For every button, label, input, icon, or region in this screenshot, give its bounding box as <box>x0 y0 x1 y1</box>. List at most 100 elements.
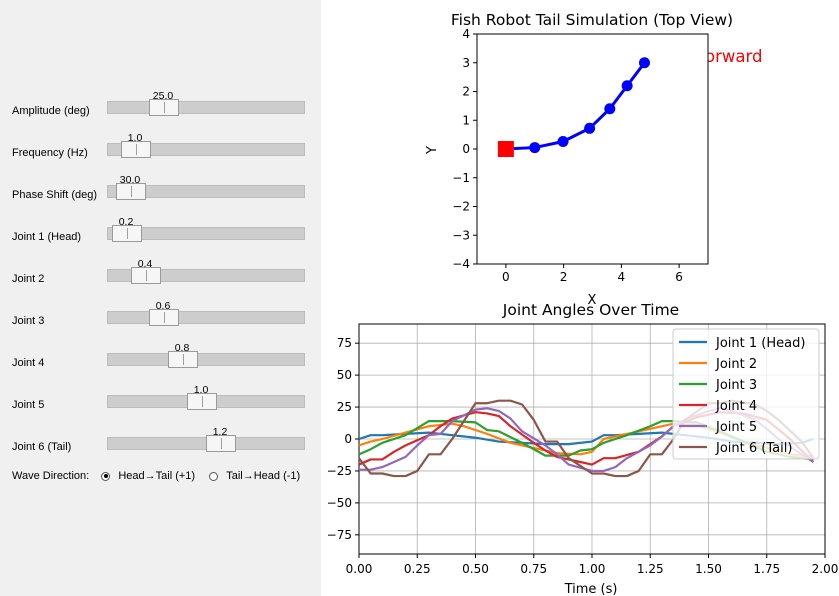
slider-value: 30.0 <box>119 174 141 186</box>
slider-label: Joint 4 <box>12 357 45 369</box>
x-tick-label: 1.50 <box>695 562 722 576</box>
slider-row-phase-shift: Phase Shift (deg) 30.0 <box>0 174 321 213</box>
y-tick-label: −25 <box>327 464 352 478</box>
y-tick-label: 25 <box>337 400 352 414</box>
joint-angles-chart: Joint Angles Over Time Time (s) 0.00 0.25… <box>327 301 839 596</box>
slider-trough[interactable] <box>107 267 305 284</box>
legend-box <box>672 328 820 460</box>
tail-joint-marker <box>557 136 569 148</box>
x-tick-label: 0.00 <box>346 562 373 576</box>
slider-label: Joint 5 <box>12 399 45 411</box>
y-tick-label: −4 <box>452 257 470 271</box>
tail-view-chart: Fish Robot Tail Simulation (Top View) X … <box>425 11 762 308</box>
x-tick-label: 0 <box>502 270 510 284</box>
x-tick-label: 0.50 <box>462 562 489 576</box>
slider-handle[interactable] <box>149 309 179 326</box>
y-tick-label: −3 <box>452 228 470 242</box>
slider-handle[interactable] <box>149 99 179 116</box>
slider-label: Joint 6 (Tail) <box>12 441 72 453</box>
slider-handle[interactable] <box>168 351 198 368</box>
legend-label: Joint 4 <box>715 399 757 414</box>
x-tick-label: 0.25 <box>404 562 431 576</box>
x-tick-label: 1.00 <box>579 562 606 576</box>
y-tick-label: 75 <box>337 336 352 350</box>
slider-value: 25.0 <box>152 90 174 102</box>
y-tick-label: −50 <box>327 496 352 510</box>
slider-handle[interactable] <box>131 267 161 284</box>
slider-label: Joint 1 (Head) <box>12 231 82 243</box>
control-panel: Amplitude (deg) 25.0 Frequency (Hz) 1.0 … <box>0 0 321 596</box>
slider-trough[interactable] <box>107 309 305 326</box>
tail-joint-marker <box>584 122 596 134</box>
slider-value: 0.8 <box>174 342 190 354</box>
slider-label: Joint 2 <box>12 273 45 285</box>
angles-x-axis-label: Time (s) <box>564 582 618 596</box>
plots-area: Fish Robot Tail Simulation (Top View) X … <box>327 11 839 596</box>
y-tick-label: 1 <box>462 113 470 127</box>
slider-row-joint-2: Joint 2 0.4 <box>0 258 321 297</box>
radio-tail-to-head-label[interactable]: Tail→Head (-1) <box>226 470 301 483</box>
slider-value: 1.0 <box>127 132 143 144</box>
slider-label: Frequency (Hz) <box>12 147 88 159</box>
wave-direction-group: Wave Direction: Head→Tail (+1) Tail→Head… <box>12 470 300 482</box>
tail-joint-marker <box>604 103 616 115</box>
legend-label: Joint 5 <box>715 420 757 435</box>
slider-handle[interactable] <box>121 141 151 158</box>
y-tick-label: 0 <box>344 432 352 446</box>
x-tick-label: 1.75 <box>753 562 780 576</box>
slider-trough[interactable] <box>107 183 305 200</box>
legend-label: Joint 3 <box>715 378 757 393</box>
wave-direction-label: Wave Direction: <box>12 470 90 483</box>
tail-x-axis-label: X <box>588 293 597 308</box>
tail-y-axis-label: Y <box>425 146 440 155</box>
legend-label: Joint 6 (Tail) <box>715 441 792 456</box>
slider-handle[interactable] <box>112 225 142 242</box>
slider-row-frequency: Frequency (Hz) 1.0 <box>0 132 321 171</box>
x-tick-label: 4 <box>618 270 626 284</box>
x-tick-label: 6 <box>675 270 683 284</box>
slider-trough[interactable] <box>107 141 305 158</box>
y-tick-label: −2 <box>452 200 470 214</box>
legend-label: Joint 1 (Head) <box>715 336 805 351</box>
slider-label: Joint 3 <box>12 315 45 327</box>
x-tick-label: 0.75 <box>520 562 547 576</box>
x-tick-label: 2.00 <box>812 562 839 576</box>
radio-tail-to-head[interactable] <box>209 471 219 481</box>
slider-row-amplitude: Amplitude (deg) 25.0 <box>0 90 321 129</box>
tail-joint-marker <box>638 57 650 69</box>
slider-trough[interactable] <box>107 351 305 368</box>
tail-chart-title: Fish Robot Tail Simulation (Top View) <box>451 11 733 29</box>
slider-trough[interactable] <box>107 99 305 116</box>
slider-row-joint-4: Joint 4 0.8 <box>0 342 321 381</box>
slider-label: Amplitude (deg) <box>12 105 90 117</box>
x-tick-label: 1.25 <box>637 562 664 576</box>
y-tick-label: 50 <box>337 368 352 382</box>
y-tick-label: 2 <box>462 85 470 99</box>
angles-chart-title: Joint Angles Over Time <box>502 301 679 319</box>
radio-head-to-tail-label[interactable]: Head→Tail (+1) <box>118 470 196 483</box>
slider-handle[interactable] <box>187 393 217 410</box>
slider-value: 0.2 <box>118 216 134 228</box>
legend-label: Joint 2 <box>715 357 757 372</box>
head-marker <box>497 141 514 157</box>
slider-trough[interactable] <box>107 393 305 410</box>
y-tick-label: 0 <box>462 142 470 156</box>
slider-handle[interactable] <box>116 183 146 200</box>
x-tick-label: 2 <box>560 270 568 284</box>
slider-trough[interactable] <box>107 435 305 452</box>
radio-head-to-tail[interactable] <box>101 471 111 481</box>
slider-row-joint-3: Joint 3 0.6 <box>0 300 321 339</box>
slider-row-joint-5: Joint 5 1.0 <box>0 384 321 423</box>
y-tick-label: −75 <box>327 528 352 542</box>
y-tick-label: −1 <box>452 171 470 185</box>
slider-row-joint-1: Joint 1 (Head) 0.2 <box>0 216 321 255</box>
slider-handle[interactable] <box>206 435 236 452</box>
y-tick-label: 3 <box>462 56 470 70</box>
slider-trough[interactable] <box>107 225 305 242</box>
tail-joint-marker <box>529 142 541 154</box>
slider-value: 0.6 <box>155 300 171 312</box>
slider-value: 1.2 <box>212 426 228 438</box>
tail-joint-marker <box>621 80 633 92</box>
slider-value: 0.4 <box>137 258 153 270</box>
y-tick-label: 4 <box>462 27 470 41</box>
